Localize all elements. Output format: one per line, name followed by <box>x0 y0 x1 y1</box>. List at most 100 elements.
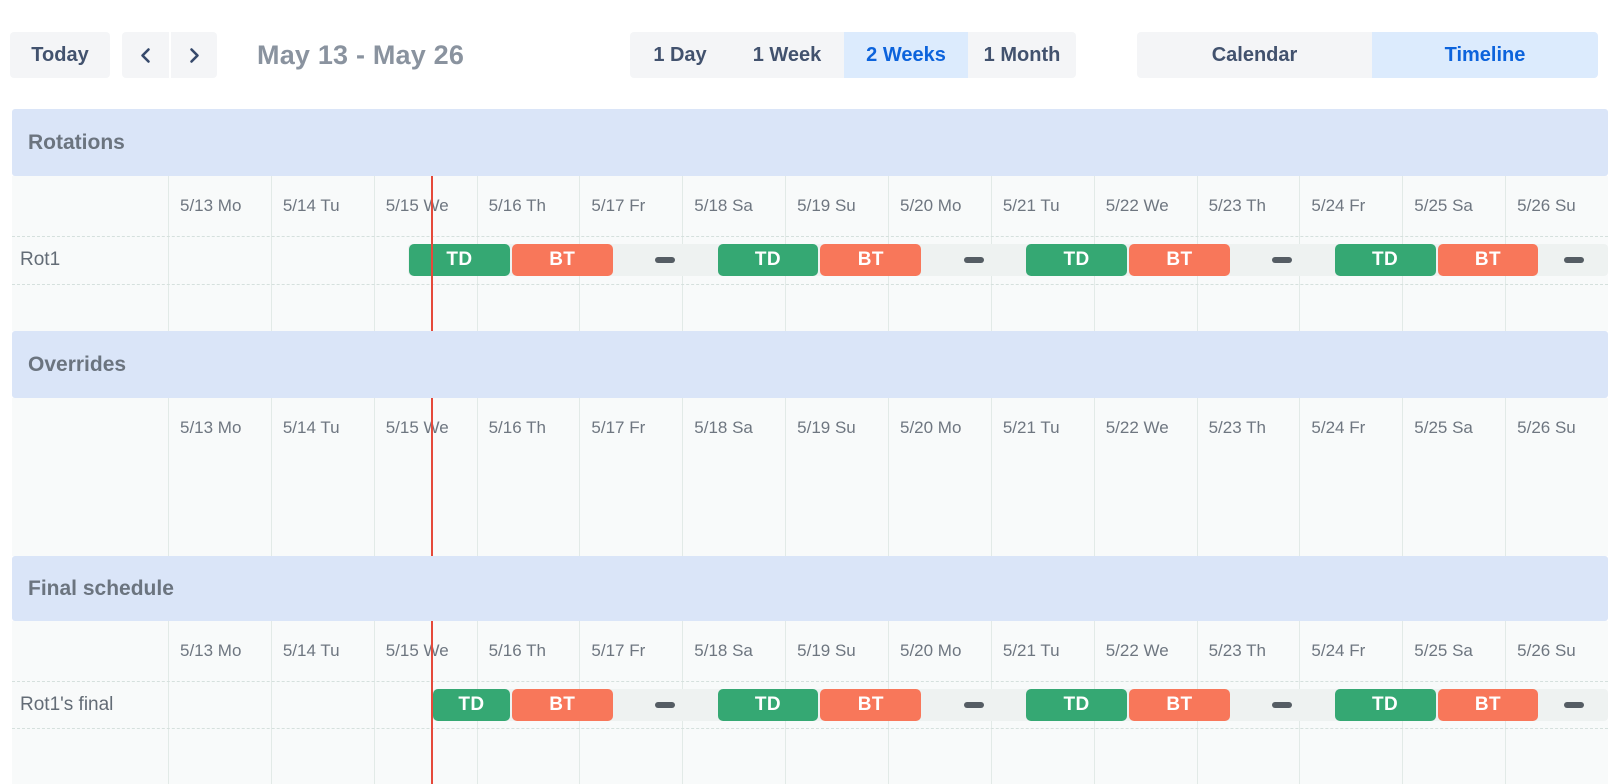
grid-column-line <box>374 398 375 556</box>
grid-column-line <box>1094 398 1095 556</box>
shift-bar-td[interactable]: TD <box>1335 244 1436 276</box>
date-cell-5-14-tu: 5/14 Tu <box>283 398 340 458</box>
shift-bar-bt[interactable]: BT <box>1129 244 1230 276</box>
section-overrides: Overrides5/13 Mo5/14 Tu5/15 We5/16 Th5/1… <box>12 331 1608 556</box>
date-cell-5-19-su: 5/19 Su <box>797 621 856 681</box>
grid-column-line <box>168 621 169 784</box>
date-cell-5-13-mo: 5/13 Mo <box>180 176 241 236</box>
date-cell-5-22-we: 5/22 We <box>1106 621 1169 681</box>
shift-bar-bt[interactable]: BT <box>820 244 921 276</box>
date-cell-5-13-mo: 5/13 Mo <box>180 621 241 681</box>
date-cell-5-13-mo: 5/13 Mo <box>180 398 241 458</box>
gap-dash-icon <box>1564 257 1584 263</box>
section-header-rotations: Rotations <box>12 109 1608 176</box>
date-cell-5-18-sa: 5/18 Sa <box>694 621 753 681</box>
grid-column-line <box>1505 398 1506 556</box>
shift-bar-bt[interactable]: BT <box>512 244 613 276</box>
date-cell-5-24-fr: 5/24 Fr <box>1311 176 1365 236</box>
date-cell-5-26-su: 5/26 Su <box>1517 621 1576 681</box>
gap-dash-icon <box>1564 702 1584 708</box>
mode-option-timeline[interactable]: Timeline <box>1372 32 1598 78</box>
grid-column-line <box>1299 398 1300 556</box>
now-line <box>431 176 433 784</box>
shift-bar-td[interactable]: TD <box>433 689 510 721</box>
date-cell-5-15-we: 5/15 We <box>386 176 449 236</box>
date-cell-5-15-we: 5/15 We <box>386 398 449 458</box>
row-divider <box>12 728 1608 729</box>
section-header-final-schedule: Final schedule <box>12 556 1608 621</box>
prev-period-button[interactable] <box>122 32 169 78</box>
section-body: 5/13 Mo5/14 Tu5/15 We5/16 Th5/17 Fr5/18 … <box>12 621 1608 784</box>
date-cell-5-21-tu: 5/21 Tu <box>1003 176 1060 236</box>
shift-bar-td[interactable]: TD <box>1026 244 1127 276</box>
grid-column-line <box>168 176 169 331</box>
section-title: Final schedule <box>28 577 174 601</box>
date-range-title: May 13 - May 26 <box>257 32 464 78</box>
section-title: Overrides <box>28 353 126 377</box>
date-cell-5-16-th: 5/16 Th <box>489 621 546 681</box>
date-cell-5-25-sa: 5/25 Sa <box>1414 621 1473 681</box>
schedule-board: Rotations 5/13 Mo 5/14 Tu 5/15 We 5/16 Th 5/1… <box>12 109 1608 784</box>
date-cell-5-23-th: 5/23 Th <box>1209 398 1266 458</box>
shift-bar-td[interactable]: TD <box>718 244 819 276</box>
gap-dash-icon <box>655 702 675 708</box>
shift-bar-bt[interactable]: BT <box>820 689 921 721</box>
date-cell-5-21-tu: 5/21 Tu <box>1003 398 1060 458</box>
gap-dash-icon <box>1272 702 1292 708</box>
view-option-1-month[interactable]: 1 Month <box>968 32 1076 78</box>
date-cell-5-23-th: 5/23 Th <box>1209 621 1266 681</box>
view-option-2-weeks[interactable]: 2 Weeks <box>844 32 968 78</box>
section-title: Rotations <box>28 131 125 155</box>
next-period-button[interactable] <box>171 32 217 78</box>
date-cell-5-16-th: 5/16 Th <box>489 176 546 236</box>
mode-option-calendar[interactable]: Calendar <box>1137 32 1372 78</box>
today-button[interactable]: Today <box>10 32 110 78</box>
date-cell-5-14-tu: 5/14 Tu <box>283 621 340 681</box>
shift-bar-td[interactable]: TD <box>718 689 819 721</box>
row-divider <box>12 284 1608 285</box>
shift-bar-bt[interactable]: BT <box>1129 689 1230 721</box>
grid-column-line <box>682 398 683 556</box>
section-rotations: Rotations 5/13 Mo 5/14 Tu 5/15 We 5/16 Th 5/1… <box>12 109 1608 331</box>
grid-column-line <box>888 398 889 556</box>
grid-column-line <box>374 621 375 784</box>
date-cell-5-14-tu: 5/14 Tu <box>283 176 340 236</box>
date-cell-5-18-sa: 5/18 Sa <box>694 398 753 458</box>
view-option-1-week[interactable]: 1 Week <box>730 32 844 78</box>
date-cell-5-17-fr: 5/17 Fr <box>591 621 645 681</box>
shift-bar-td[interactable]: TD <box>1335 689 1436 721</box>
date-cell-5-21-tu: 5/21 Tu <box>1003 621 1060 681</box>
grid-column-line <box>271 398 272 556</box>
chevron-right-icon <box>188 47 201 64</box>
grid-column-line <box>168 398 169 556</box>
toolbar: Today May 13 - May 26 1 Day1 Week2 Weeks… <box>0 0 1616 109</box>
date-cell-5-22-we: 5/22 We <box>1106 398 1169 458</box>
row-label: Rot1's final <box>20 681 113 728</box>
shift-bar-bt[interactable]: BT <box>1438 689 1539 721</box>
date-cell-5-17-fr: 5/17 Fr <box>591 398 645 458</box>
date-cell-5-23-th: 5/23 Th <box>1209 176 1266 236</box>
view-option-1-day[interactable]: 1 Day <box>630 32 730 78</box>
gap-dash-icon <box>655 257 675 263</box>
date-cell-5-19-su: 5/19 Su <box>797 398 856 458</box>
grid-column-line <box>1402 398 1403 556</box>
date-cell-5-26-su: 5/26 Su <box>1517 398 1576 458</box>
grid-column-line <box>785 398 786 556</box>
grid-column-line <box>1197 398 1198 556</box>
date-cell-5-19-su: 5/19 Su <box>797 176 856 236</box>
shift-bar-bt[interactable]: BT <box>512 689 613 721</box>
oncall-schedule-timeline: Today May 13 - May 26 1 Day1 Week2 Weeks… <box>0 0 1616 784</box>
date-cell-5-26-su: 5/26 Su <box>1517 176 1576 236</box>
shift-bar-td[interactable]: TD <box>409 244 510 276</box>
shift-bar-td[interactable]: TD <box>1026 689 1127 721</box>
grid-column-line <box>579 398 580 556</box>
row-divider <box>12 681 1608 682</box>
row-divider <box>12 236 1608 237</box>
grid-column-line <box>271 176 272 331</box>
row-label: Rot1 <box>20 236 60 284</box>
chevron-left-icon <box>139 47 152 64</box>
shift-bar-bt[interactable]: BT <box>1438 244 1539 276</box>
date-cell-5-20-mo: 5/20 Mo <box>900 398 961 458</box>
date-cell-5-17-fr: 5/17 Fr <box>591 176 645 236</box>
grid-column-line <box>991 398 992 556</box>
